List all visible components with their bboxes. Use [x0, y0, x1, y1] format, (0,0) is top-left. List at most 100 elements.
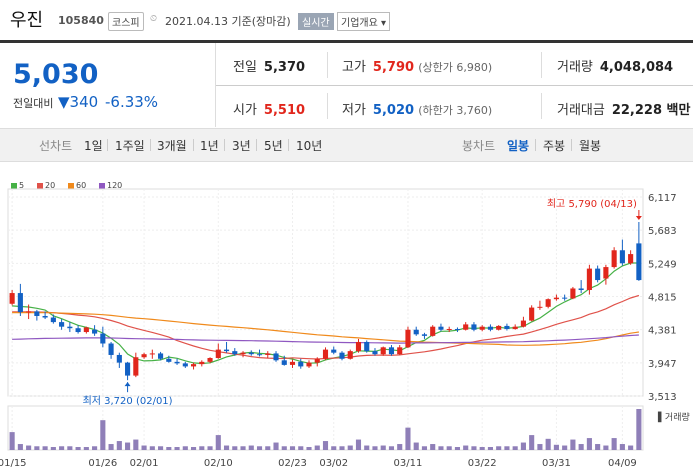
- volume-bar: [347, 445, 353, 450]
- candle: [141, 354, 147, 358]
- volume-bar: [125, 442, 131, 450]
- period-tabs: 선차트 1일 1주일 3개월 1년 3년 5년 10년 봉차트 일봉 주봉 월봉: [0, 128, 693, 162]
- tab-weekly[interactable]: 주봉: [543, 139, 566, 153]
- volume-bar: [232, 446, 238, 450]
- tab-1w[interactable]: 1주일: [115, 139, 145, 153]
- x-tick-label: 03/11: [394, 458, 423, 469]
- candle: [603, 267, 609, 279]
- volume-bar: [100, 420, 106, 450]
- legend-ma60: 60: [68, 181, 86, 190]
- candle: [281, 360, 287, 365]
- price-box: 5,030 전일대비 ▼340 -6.33%: [0, 43, 216, 127]
- candle: [413, 329, 419, 335]
- volume-bar: [496, 446, 502, 450]
- tab-5y[interactable]: 5년: [264, 139, 283, 153]
- tab-1y[interactable]: 1년: [200, 139, 219, 153]
- candle: [570, 288, 576, 299]
- date-text: 2021.04.13 기준(장마감): [165, 15, 291, 28]
- volume-bar: [520, 442, 526, 450]
- volume-bar: [578, 444, 584, 450]
- stat-volume: 거래량 4,048,084: [557, 60, 674, 75]
- x-tick-label: 01/15: [0, 458, 27, 469]
- volume-bar: [199, 446, 205, 450]
- legend-ma120: 120: [99, 181, 122, 190]
- ma120-line: [12, 334, 639, 344]
- y-tick-label: 3,947: [648, 359, 677, 370]
- candle: [314, 358, 320, 363]
- tab-daily[interactable]: 일봉: [507, 139, 530, 153]
- candle: [182, 363, 188, 367]
- candle: [265, 353, 271, 355]
- candle: [372, 351, 378, 355]
- volume-bar: [67, 446, 73, 450]
- live-badge[interactable]: 실시간: [298, 13, 334, 30]
- candle: [331, 349, 337, 353]
- x-tick-label: 03/22: [468, 458, 497, 469]
- stat-high: 고가 5,790 (상한가 6,980): [342, 60, 493, 75]
- volume-bar: [619, 444, 625, 450]
- tab-3y[interactable]: 3년: [232, 139, 251, 153]
- volume-bar: [331, 446, 337, 450]
- candle: [421, 334, 428, 336]
- volume-bar: [512, 446, 518, 450]
- candle: [628, 254, 634, 264]
- tab-3m[interactable]: 3개월: [157, 139, 187, 153]
- volume-bar: [553, 444, 559, 450]
- volume-bar: [355, 439, 362, 450]
- candle: [454, 328, 461, 330]
- down-arrow-icon: ▼: [58, 93, 70, 111]
- candle: [636, 243, 642, 281]
- candle: [553, 297, 559, 300]
- volume-bar: [166, 447, 172, 450]
- candle: [364, 341, 370, 352]
- volume-bar: [487, 447, 493, 450]
- max-annotation: 최고 5,790 (04/13): [547, 198, 637, 210]
- tab-1d[interactable]: 1일: [84, 139, 103, 153]
- volume-bar: [438, 446, 444, 450]
- volume-bar: [372, 446, 378, 450]
- candle: [496, 325, 502, 330]
- volume-bar: [26, 445, 32, 450]
- stat-low: 저가 5,020 (하한가 3,760): [342, 103, 493, 118]
- tab-monthly[interactable]: 월봉: [579, 139, 602, 153]
- volume-bar: [298, 446, 304, 450]
- candle: [611, 250, 617, 268]
- volume-bar: [562, 445, 568, 450]
- volume-bar: [421, 446, 428, 450]
- candle: [298, 361, 304, 367]
- x-tick-label: 03/31: [542, 458, 571, 469]
- volume-bar: [446, 446, 452, 450]
- candle: [289, 361, 296, 365]
- volume-bar: [463, 445, 469, 450]
- tab-10y[interactable]: 10년: [296, 139, 323, 153]
- candle: [59, 322, 65, 327]
- volume-bar: [174, 447, 180, 450]
- y-tick-label: 5,249: [648, 259, 677, 270]
- candle: [133, 357, 139, 376]
- candle: [92, 329, 98, 334]
- x-tick-label: 03/02: [319, 458, 348, 469]
- candle: [487, 326, 493, 330]
- candle: [240, 352, 246, 355]
- volume-bar: [133, 439, 139, 450]
- candle: [149, 353, 155, 355]
- volume-bar: [586, 438, 592, 450]
- volume-bar: [42, 446, 48, 450]
- candle: [248, 352, 254, 355]
- current-price: 5,030: [13, 59, 99, 90]
- candle: [619, 250, 625, 264]
- company-info-button[interactable]: 기업개요 ▾: [337, 12, 390, 31]
- candle: [479, 326, 485, 330]
- volume-bar: [190, 447, 197, 450]
- stat-open: 시가 5,510: [233, 103, 306, 118]
- candle: [586, 268, 592, 291]
- volume-bar: [636, 409, 642, 450]
- line-chart-label: 선차트: [39, 139, 73, 153]
- volume-bar: [603, 445, 609, 450]
- stat-amount: 거래대금 22,228 백만: [557, 103, 691, 118]
- volume-bar: [240, 446, 246, 450]
- candle: [100, 333, 106, 344]
- candle: [430, 326, 436, 336]
- volume-bar: [322, 441, 329, 450]
- volume-bar: [9, 432, 15, 450]
